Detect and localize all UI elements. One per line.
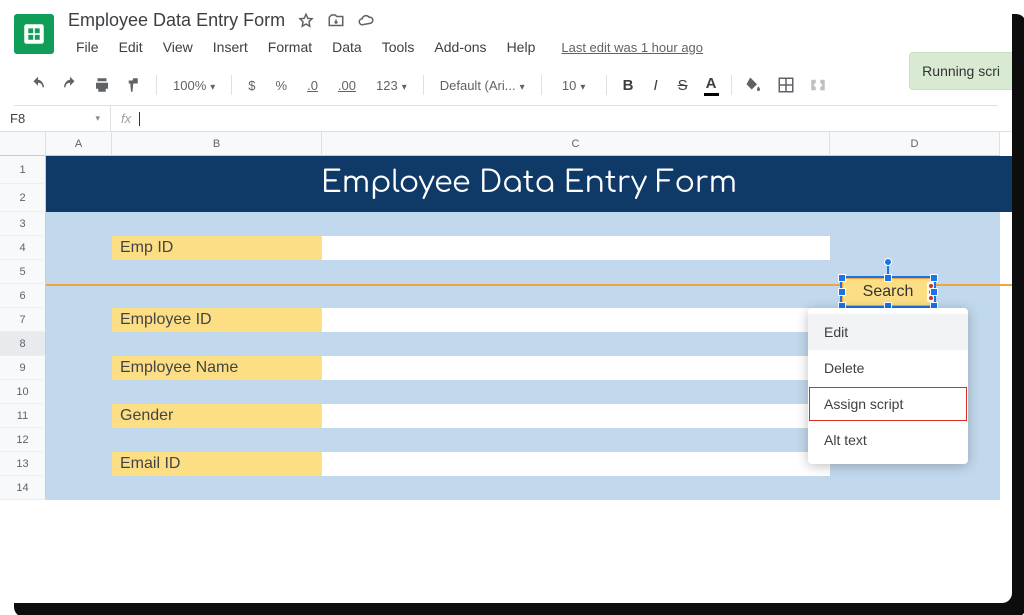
font-family-dropdown[interactable]: Default (Ari...: [436, 78, 529, 93]
ctx-delete[interactable]: Delete: [808, 350, 968, 386]
drawing-kebab-icon[interactable]: [927, 282, 935, 302]
merge-icon[interactable]: [808, 73, 828, 97]
currency-button[interactable]: $: [244, 78, 259, 93]
menu-file[interactable]: File: [68, 35, 107, 59]
row-header[interactable]: 7: [0, 308, 46, 332]
app-window: Employee Data Entry Form File Edit View: [0, 0, 1012, 603]
name-box[interactable]: F8: [0, 111, 110, 126]
row-header[interactable]: 3: [0, 212, 46, 236]
menu-tools[interactable]: Tools: [374, 35, 423, 59]
label-employee-name: Employee Name: [112, 356, 322, 380]
input-emp-id-search[interactable]: [322, 236, 830, 260]
col-header-b[interactable]: B: [112, 132, 322, 156]
print-icon[interactable]: [92, 73, 112, 97]
cloud-icon[interactable]: [357, 12, 375, 30]
row-header[interactable]: 10: [0, 380, 46, 404]
label-employee-id: Employee ID: [112, 308, 322, 332]
ctx-assign-script[interactable]: Assign script: [808, 386, 968, 422]
undo-icon[interactable]: [28, 73, 48, 97]
text-color-button[interactable]: A: [704, 75, 719, 96]
row-header[interactable]: 13: [0, 452, 46, 476]
menu-addons[interactable]: Add-ons: [426, 35, 494, 59]
sheets-logo[interactable]: [14, 14, 54, 54]
row-header[interactable]: 2: [0, 184, 46, 212]
row-headers: 1 2 3 4 5 6 7 8 9 10 11 12 13 14: [0, 156, 46, 500]
input-email-id[interactable]: [322, 452, 830, 476]
search-button-drawing[interactable]: Search: [842, 278, 934, 306]
font-size-dropdown[interactable]: 10: [554, 78, 594, 93]
menu-data[interactable]: Data: [324, 35, 370, 59]
running-script-toast: Running scri: [909, 52, 1012, 90]
paint-format-icon[interactable]: [124, 73, 144, 97]
menu-help[interactable]: Help: [499, 35, 544, 59]
redo-icon[interactable]: [60, 73, 80, 97]
label-emp-id: Emp ID: [112, 236, 322, 260]
last-edit-link[interactable]: Last edit was 1 hour ago: [553, 36, 711, 59]
fill-color-icon[interactable]: [744, 73, 764, 97]
menu-insert[interactable]: Insert: [205, 35, 256, 59]
row-header[interactable]: 5: [0, 260, 46, 284]
fx-label: fx: [121, 111, 131, 126]
sheets-icon: [21, 21, 47, 47]
italic-button[interactable]: I: [649, 77, 661, 94]
row-header[interactable]: 11: [0, 404, 46, 428]
menu-bar: File Edit View Insert Format Data Tools …: [68, 35, 711, 59]
row-header[interactable]: 1: [0, 156, 46, 184]
menu-format[interactable]: Format: [260, 35, 320, 59]
ctx-alt-text[interactable]: Alt text: [808, 422, 968, 458]
input-gender[interactable]: ▼: [322, 404, 830, 428]
row-header[interactable]: 14: [0, 476, 46, 500]
row-header[interactable]: 8: [0, 332, 46, 356]
row-header[interactable]: 4: [0, 236, 46, 260]
ctx-edit[interactable]: Edit: [808, 314, 968, 350]
search-button-label: Search: [863, 283, 914, 301]
toolbar: 100% $ % .0 .00 123 Default (Ari... 10 B…: [14, 65, 998, 106]
decrease-decimal-button[interactable]: .0: [303, 78, 322, 93]
header: Employee Data Entry Form File Edit View: [0, 0, 1012, 106]
doc-title[interactable]: Employee Data Entry Form: [68, 8, 285, 33]
move-icon[interactable]: [327, 12, 345, 30]
borders-icon[interactable]: [776, 73, 796, 97]
row-header[interactable]: 6: [0, 284, 46, 308]
row-header[interactable]: 9: [0, 356, 46, 380]
formula-bar-row: F8 fx: [0, 106, 1012, 132]
increase-decimal-button[interactable]: .00: [334, 78, 360, 93]
percent-button[interactable]: %: [272, 78, 292, 93]
label-gender: Gender: [112, 404, 322, 428]
col-header-c[interactable]: C: [322, 132, 830, 156]
number-format-dropdown[interactable]: 123: [372, 78, 411, 93]
input-employee-name[interactable]: [322, 356, 830, 380]
formula-bar[interactable]: fx: [110, 106, 150, 131]
fx-cursor: [139, 112, 140, 126]
zoom-dropdown[interactable]: 100%: [169, 78, 219, 93]
drawing-context-menu: Edit Delete Assign script Alt text: [808, 308, 968, 464]
form-banner: Employee Data Entry Form: [46, 156, 1012, 212]
menu-view[interactable]: View: [155, 35, 201, 59]
row-header[interactable]: 12: [0, 428, 46, 452]
bold-button[interactable]: B: [619, 77, 638, 94]
star-icon[interactable]: [297, 12, 315, 30]
label-email-id: Email ID: [112, 452, 322, 476]
col-header-d[interactable]: D: [830, 132, 1000, 156]
col-header-a[interactable]: A: [46, 132, 112, 156]
select-all-corner[interactable]: [0, 132, 46, 156]
input-employee-id[interactable]: [322, 308, 830, 332]
strike-button[interactable]: S: [674, 77, 692, 94]
menu-edit[interactable]: Edit: [111, 35, 151, 59]
